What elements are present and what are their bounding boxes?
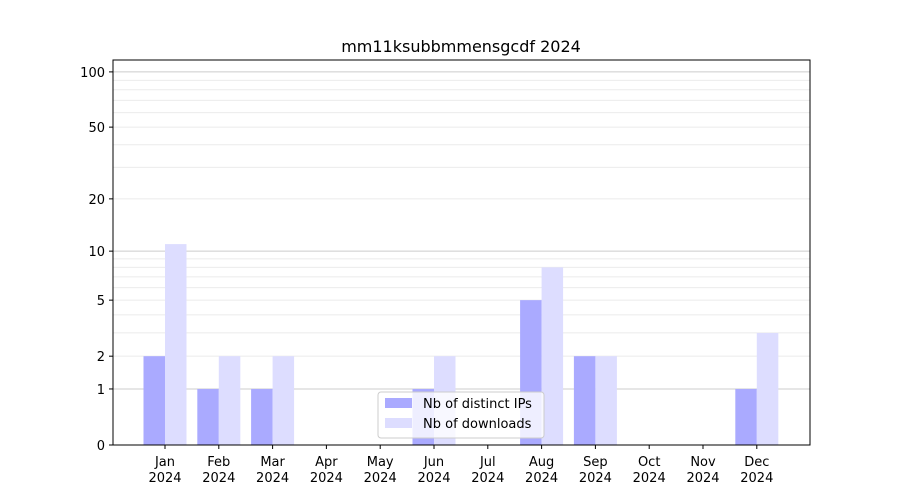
legend-swatch bbox=[385, 398, 412, 408]
x-tick-label-line: Dec bbox=[744, 455, 769, 470]
legend: Nb of distinct IPs Nb of downloads bbox=[377, 391, 545, 439]
x-tick-label-line: 2024 bbox=[686, 471, 719, 486]
bar-distinct-ips bbox=[143, 356, 165, 445]
bar-distinct-ips bbox=[197, 388, 219, 445]
x-tick-label-line: 2024 bbox=[740, 471, 773, 486]
x-tick-label: May 2024 bbox=[364, 455, 397, 486]
x-tick-label: Jan 2024 bbox=[148, 455, 181, 486]
y-tick-label: 0 bbox=[97, 439, 105, 454]
x-tick-label-line: Apr bbox=[315, 455, 338, 470]
chart-title: mm11ksubbmmensgcdf 2024 bbox=[341, 37, 581, 56]
x-tick-label-line: Nov bbox=[690, 455, 716, 470]
x-tick-label-line: Sep bbox=[583, 455, 608, 470]
x-tick-label-line: Aug bbox=[529, 455, 554, 470]
x-tick-label-line: Jul bbox=[479, 455, 496, 470]
x-tick-label-line: 2024 bbox=[579, 471, 612, 486]
x-tick-label-line: Oct bbox=[638, 455, 660, 470]
x-tick-label: Dec 2024 bbox=[740, 455, 773, 486]
x-tick-label-line: Jun bbox=[423, 455, 444, 470]
x-tick-label-line: 2024 bbox=[525, 471, 558, 486]
x-tick-label-line: 2024 bbox=[417, 471, 450, 486]
x-tick-label-line: 2024 bbox=[633, 471, 666, 486]
x-tick-label: Jun 2024 bbox=[417, 455, 450, 486]
x-tick-label: Feb 2024 bbox=[202, 455, 235, 486]
y-tick-label: 1 bbox=[97, 383, 105, 398]
y-tick-label: 50 bbox=[88, 121, 105, 136]
x-tick-label-line: Mar bbox=[260, 455, 285, 470]
y-tick-label: 20 bbox=[88, 193, 105, 208]
x-tick-label: Oct 2024 bbox=[633, 455, 666, 486]
bar-downloads bbox=[756, 332, 779, 445]
x-tick-label-line: 2024 bbox=[256, 471, 289, 486]
legend-label: Nb of downloads bbox=[423, 417, 532, 432]
bar-distinct-ips bbox=[573, 356, 596, 445]
y-tick-label: 100 bbox=[80, 66, 105, 81]
legend-swatch bbox=[385, 418, 412, 428]
x-tick-label: Nov 2024 bbox=[686, 455, 719, 486]
bar-downloads bbox=[218, 356, 241, 445]
bar-distinct-ips bbox=[251, 388, 273, 445]
bar-downloads bbox=[541, 267, 564, 445]
x-tick-label: Mar 2024 bbox=[256, 455, 289, 486]
x-tick-label-line: 2024 bbox=[310, 471, 343, 486]
x-tick-label-line: Feb bbox=[207, 455, 230, 470]
x-tick-label-line: 2024 bbox=[471, 471, 504, 486]
plot-frame bbox=[112, 59, 811, 446]
x-tick-label: Apr 2024 bbox=[310, 455, 343, 486]
y-tick-label: 5 bbox=[97, 294, 105, 309]
bar-distinct-ips bbox=[735, 388, 757, 445]
x-tick-label: Aug 2024 bbox=[525, 455, 558, 486]
x-tick-label-line: Jan bbox=[154, 455, 175, 470]
x-tick-label: Jul 2024 bbox=[471, 455, 504, 486]
legend-box bbox=[377, 391, 545, 439]
bar-downloads bbox=[272, 356, 295, 445]
legend-label: Nb of distinct IPs bbox=[423, 397, 532, 412]
x-tick-label: Sep 2024 bbox=[579, 455, 612, 486]
y-tick-label: 10 bbox=[88, 245, 105, 260]
y-tick-label: 2 bbox=[97, 350, 105, 365]
x-tick-label-line: 2024 bbox=[364, 471, 397, 486]
bar-downloads bbox=[595, 356, 617, 445]
x-tick-label-line: 2024 bbox=[148, 471, 181, 486]
x-tick-label-line: May bbox=[367, 455, 394, 470]
bar-downloads bbox=[165, 244, 187, 445]
x-tick-label-line: 2024 bbox=[202, 471, 235, 486]
